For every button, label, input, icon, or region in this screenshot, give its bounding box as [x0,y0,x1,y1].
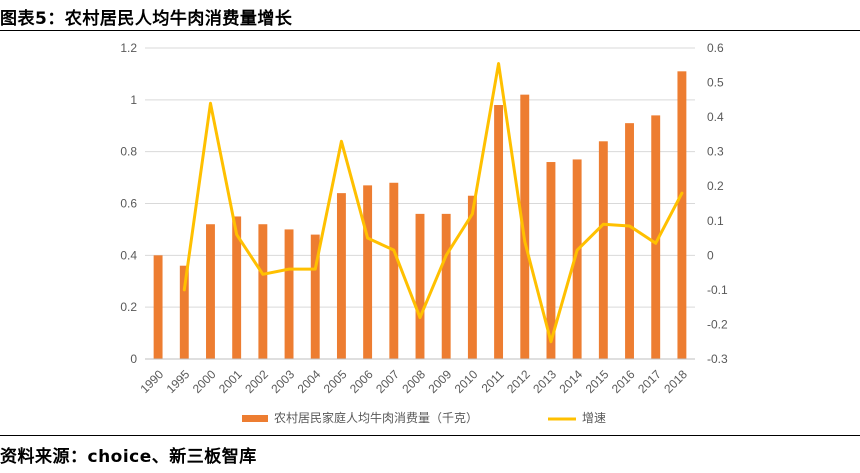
x-axis-tick-label: 2000 [190,367,219,396]
x-axis-tick-label: 2007 [373,367,402,396]
right-axis-tick-label: 0.5 [707,76,724,90]
x-axis-tick-label: 2010 [452,367,481,396]
bar-2013 [546,162,556,359]
left-axis-tick-label: 1 [130,93,137,107]
x-axis-tick-label: 2015 [583,367,612,396]
bar-2017 [651,115,661,359]
bar-2011 [494,105,504,360]
x-axis-tick-label: 2013 [530,367,559,396]
x-axis-tick-label: 2004 [295,367,324,396]
bar-2006 [363,185,373,359]
bar-2003 [284,229,294,359]
x-axis-tick-label: 1995 [164,367,193,396]
left-axis-tick-label: 0.6 [120,197,137,211]
bar-1990 [153,255,163,359]
x-axis-tick-label: 2014 [556,367,585,396]
bar-2001 [232,216,242,359]
x-axis-tick-label: 2011 [479,367,507,395]
bar-2002 [258,224,268,359]
bar-2004 [310,234,320,359]
bar-2016 [625,123,634,360]
x-axis-tick-label: 2012 [504,367,533,396]
x-axis-tick-label: 2016 [609,367,638,396]
combo-chart: 0 0.2 0.4 0.6 0.8 1 1.2 -0.3 -0.2 -0.1 0 0.1 0.2 0.3 0… [120,41,728,425]
x-axis-tick-label: 2008 [399,367,428,396]
bar-2005 [336,193,346,359]
left-axis-tick-label: 0.2 [120,300,137,314]
x-axis-tick-label: 2009 [426,367,455,396]
legend-swatch-consumption [242,415,268,422]
bar-2014 [572,159,582,359]
right-axis-tick-label: 0.2 [707,179,724,193]
left-axis-tick-label: 0.4 [120,248,137,262]
right-axis-tick-label: 0.4 [707,110,724,124]
legend-label-growth: 增速 [582,411,606,425]
bar-2010 [467,195,477,359]
x-axis-tick-label: 2001 [216,367,245,396]
left-axis-tick-label: 0.8 [120,145,137,159]
growth-line [182,62,684,344]
bar-2008 [415,213,425,359]
right-axis-tick-label: 0.3 [707,145,724,159]
x-axis-tick-label: 2017 [635,367,664,396]
x-axis-tick-label: 2002 [242,367,271,396]
right-axis-tick-label: 0.1 [707,214,724,228]
left-axis-tick-label: 0 [130,352,137,366]
bottom-divider [0,435,860,436]
legend-label-consumption: 农村居民家庭人均牛肉消费量（千克） [274,410,478,425]
bar-2018 [677,71,687,359]
chart-title: 图表5：农村居民人均牛肉消费量增长 [0,9,293,29]
x-axis-tick-label: 2003 [268,367,297,396]
source-note: 资料来源：choice、新三板智库 [0,447,257,467]
bar-2007 [389,182,399,359]
x-axis-tick-label: 1990 [137,367,166,396]
bar-2012 [520,94,530,360]
x-axis-tick-label: 2005 [321,367,350,396]
right-axis-tick-label: 0.6 [707,41,724,55]
right-axis-tick-label: -0.1 [707,283,728,297]
x-axis-tick-label: 2006 [347,367,376,396]
bar-2015 [598,141,608,359]
right-axis-tick-label: -0.2 [707,317,728,331]
right-axis-tick-label: -0.3 [707,352,728,366]
bar-2009 [441,213,451,359]
bar-1995 [179,265,189,359]
left-axis-tick-label: 1.2 [120,41,137,55]
top-divider [0,30,860,31]
bar-2000 [206,224,215,359]
x-axis-tick-label: 2018 [661,367,690,396]
right-axis-tick-label: 0 [707,248,714,262]
